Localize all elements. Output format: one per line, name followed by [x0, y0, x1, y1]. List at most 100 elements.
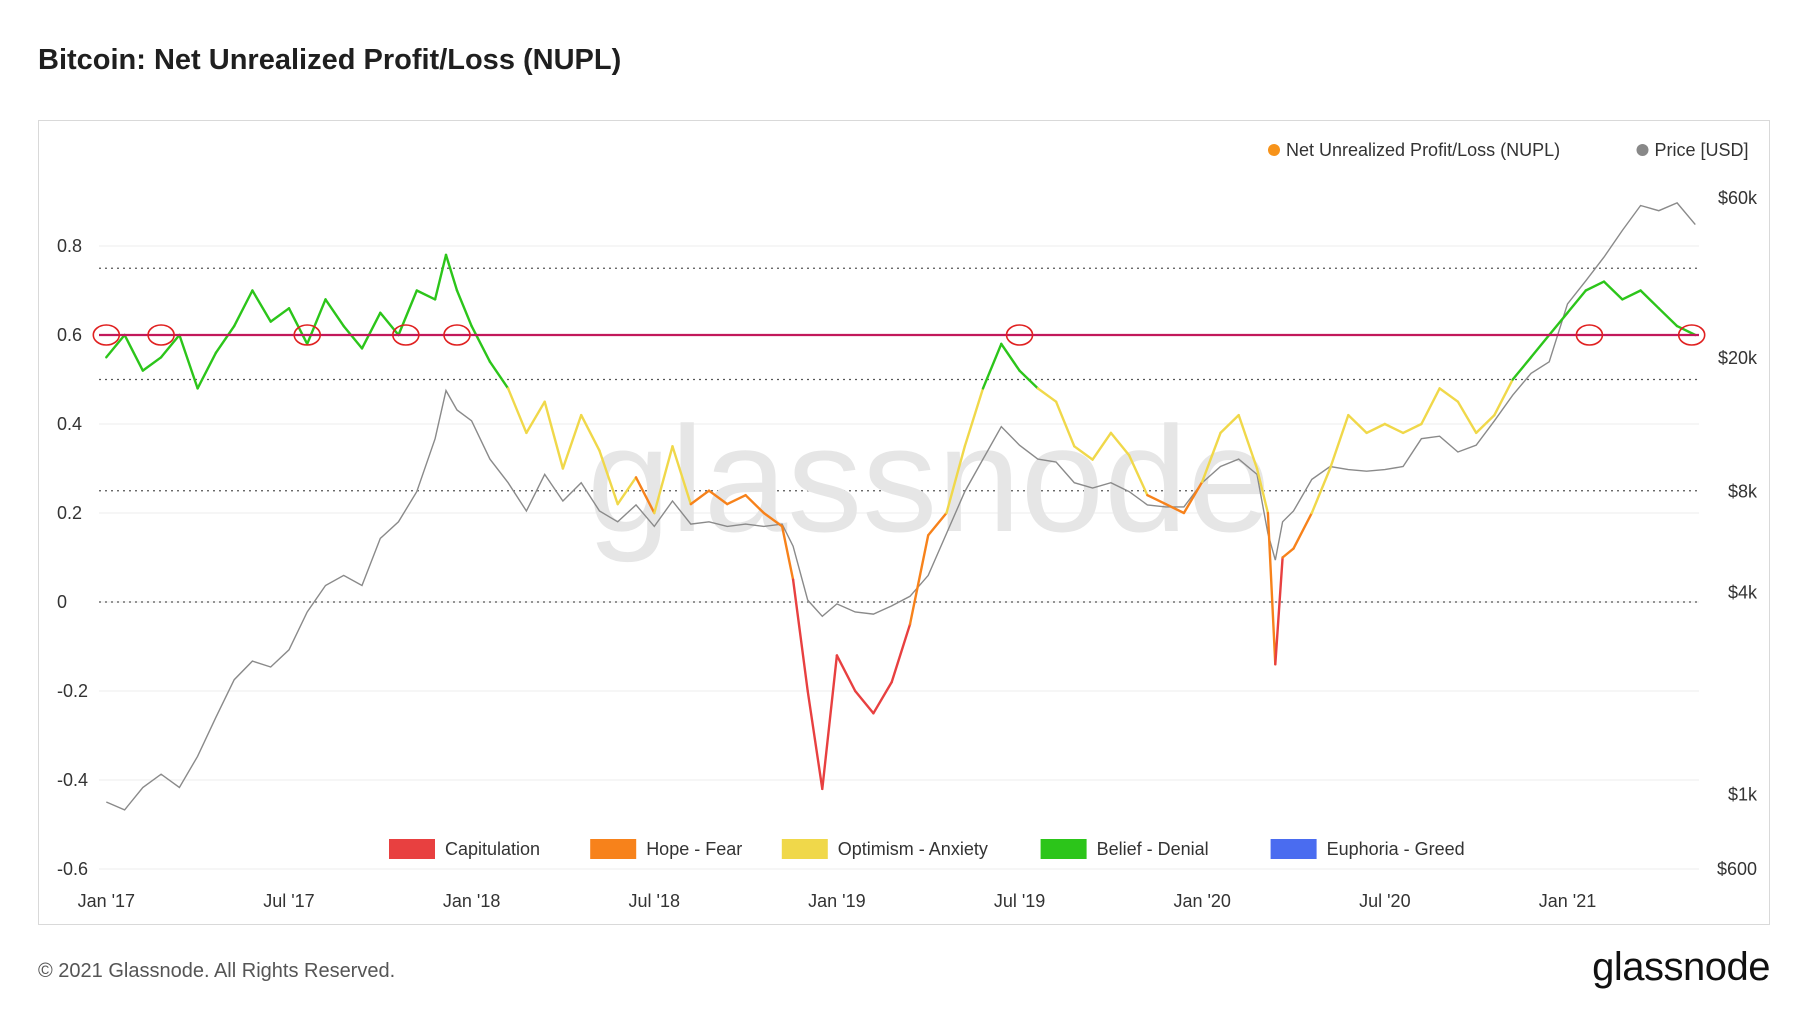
right-tick-label: $20k: [1718, 348, 1758, 368]
zone-swatch: [389, 839, 435, 859]
zone-legend: Capitulation Hope - Fear Optimism - Anxiet…: [389, 839, 1465, 859]
nupl-segment: [1310, 467, 1332, 515]
nupl-segment: [1401, 422, 1423, 435]
zone-swatch: [781, 839, 828, 859]
x-tick-label: Jul '19: [994, 891, 1045, 911]
nupl-segment: [123, 333, 145, 372]
nupl-segment: [306, 298, 327, 346]
nupl-segment: [1511, 356, 1533, 381]
nupl-segment: [598, 449, 619, 506]
nupl-segment: [1529, 333, 1551, 359]
nupl-segment: [1584, 280, 1606, 292]
annotation-circle: [443, 324, 471, 346]
left-tick-label: 0.6: [57, 325, 82, 345]
nupl-segment: [1036, 387, 1058, 403]
nupl-segment: [1328, 413, 1350, 470]
nupl-segment: [1675, 324, 1697, 337]
nupl-segment: [342, 324, 364, 350]
right-tick-label: $600: [1717, 859, 1757, 879]
nupl-segment: [1438, 387, 1460, 403]
nupl-segment: [397, 289, 418, 337]
left-tick-label: 0.2: [57, 503, 82, 523]
nupl-segment: [506, 387, 528, 435]
nupl-segment: [1383, 422, 1405, 435]
nupl-segment: [1182, 480, 1204, 515]
nupl-segment: [1109, 431, 1131, 457]
nupl-segment: [1621, 289, 1642, 301]
nupl-segment: [1200, 431, 1222, 483]
nupl-segment: [835, 654, 857, 693]
nupl-segment: [470, 324, 492, 363]
nupl-segment: [1493, 378, 1514, 417]
nupl-segment: [543, 400, 565, 470]
nupl-segment: [1347, 413, 1368, 435]
nupl-segment: [1365, 422, 1387, 435]
left-axis-ticks: 0.8 0.6 0.4 0.2 0 -0.2 -0.4 -0.6: [57, 236, 88, 879]
nupl-series: [105, 253, 1697, 791]
nupl-segment: [324, 298, 345, 328]
left-tick-label: 0: [57, 592, 67, 612]
legend-label: Net Unrealized Profit/Loss (NUPL): [1286, 140, 1560, 160]
nupl-segment: [1657, 307, 1679, 328]
nupl-segment: [1266, 511, 1277, 666]
nupl-segment: [872, 680, 893, 715]
nupl-segment: [1127, 454, 1149, 497]
zone-label: Hope - Fear: [646, 839, 742, 859]
nupl-segment: [616, 476, 638, 506]
annotation-circle: [1005, 324, 1034, 346]
left-tick-label: 0.8: [57, 236, 82, 256]
top-legend: Net Unrealized Profit/Loss (NUPL) Price […: [1268, 140, 1749, 160]
nupl-segment: [1292, 511, 1314, 550]
annotation-circle: [1575, 324, 1604, 346]
left-tick-label: -0.6: [57, 859, 88, 879]
left-tick-label: -0.4: [57, 770, 88, 790]
price-series: [106, 202, 1696, 811]
nupl-segment: [963, 387, 985, 448]
nupl-segment: [821, 654, 839, 791]
nupl-segment: [671, 445, 692, 506]
nupl-segment: [488, 360, 510, 390]
nupl-segment: [1566, 289, 1588, 315]
nupl-segment: [1639, 289, 1661, 310]
nupl-segment: [1219, 413, 1240, 435]
nupl-segment: [561, 413, 583, 470]
nupl-segment: [726, 494, 747, 506]
annotation-circle: [392, 324, 420, 346]
nupl-segment: [269, 307, 291, 323]
legend-label: Price [USD]: [1655, 140, 1749, 160]
nupl-segment: [1091, 431, 1113, 461]
nupl-segment: [634, 476, 656, 515]
nupl-segment: [1547, 311, 1569, 337]
nupl-segment: [1255, 467, 1270, 515]
zone-label: Belief - Denial: [1097, 839, 1209, 859]
nupl-segment: [890, 623, 912, 684]
nupl-chart: glassnode 0.8 0.6 0.4 0.2 0 -0.2 -0.4 -0.6 $60k…: [57, 140, 1758, 911]
legend-dot: [1636, 144, 1649, 156]
nupl-segment: [415, 289, 437, 301]
annotation-circle: [1677, 324, 1706, 346]
chart-frame: glassnode 0.8 0.6 0.4 0.2 0 -0.2 -0.4 -0.6 $60k…: [38, 120, 1770, 925]
annotation-circle: [92, 324, 121, 346]
nupl-segment: [945, 445, 966, 515]
nupl-segment: [232, 289, 254, 328]
nupl-segment: [854, 689, 875, 715]
annotation-circles: [92, 324, 1706, 346]
x-axis-ticks: Jan '17 Jul '17 Jan '18 Jul '18 Jan '19 Jul '…: [78, 891, 1597, 911]
nupl-segment: [707, 489, 729, 506]
copyright: © 2021 Glassnode. All Rights Reserved.: [38, 960, 396, 982]
nupl-segment: [1164, 502, 1186, 515]
nupl-segment: [653, 445, 674, 515]
nupl-segment: [1420, 387, 1441, 426]
page-title: Bitcoin: Net Unrealized Profit/Loss (NUP…: [38, 44, 622, 76]
zone-swatch: [1040, 839, 1087, 859]
nupl-segment: [780, 525, 795, 581]
nupl-segment: [1474, 413, 1496, 435]
nupl-segment: [981, 342, 1003, 390]
right-tick-label: $1k: [1728, 785, 1758, 805]
zone-swatch: [590, 839, 637, 859]
nupl-segment: [444, 253, 459, 292]
nupl-segment: [1237, 413, 1259, 470]
zone-label: Euphoria - Greed: [1327, 839, 1465, 859]
nupl-segment: [744, 494, 765, 515]
nupl-segment: [379, 311, 400, 337]
